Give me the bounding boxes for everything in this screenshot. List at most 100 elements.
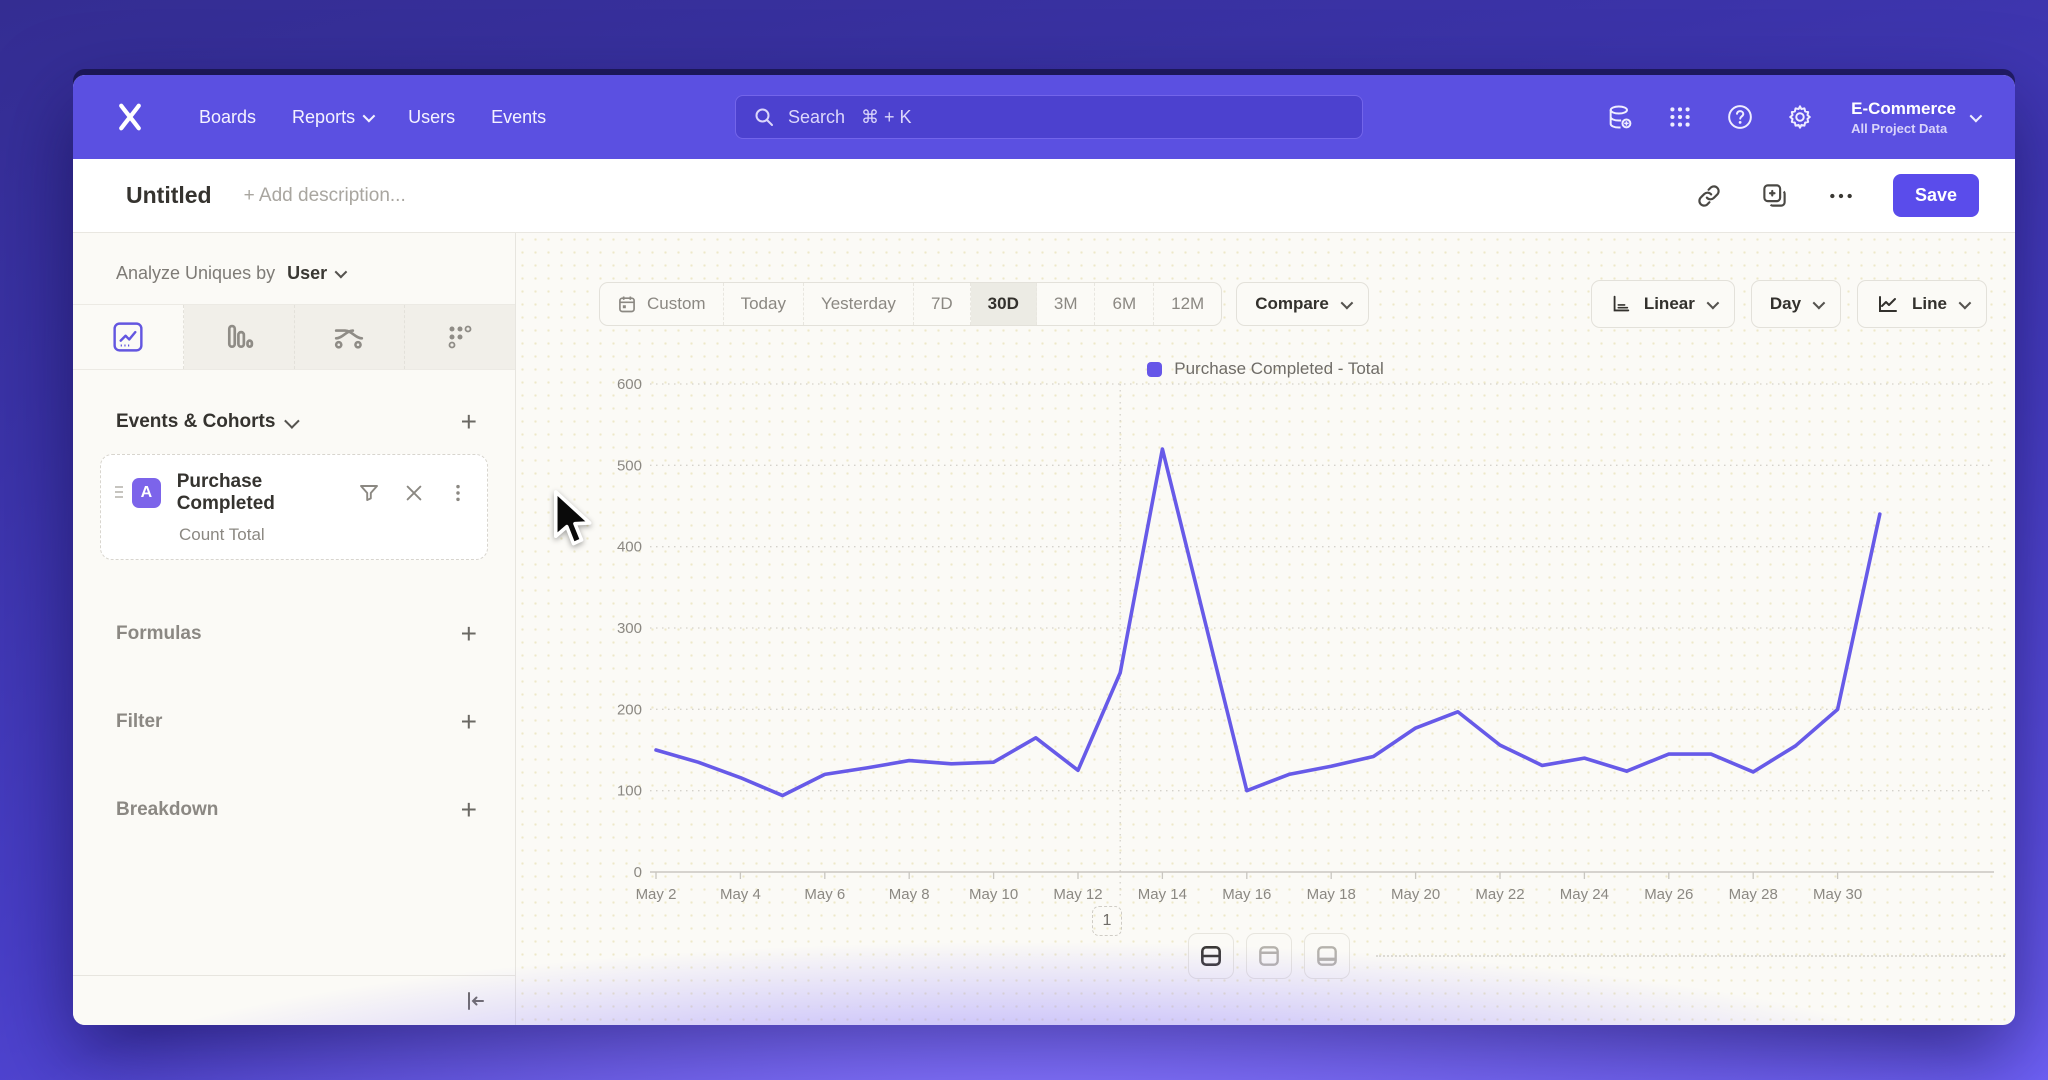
svg-text:600: 600 xyxy=(617,376,642,393)
section-label: Formulas xyxy=(116,623,202,644)
project-name: E-Commerce xyxy=(1851,98,1956,118)
svg-text:May 22: May 22 xyxy=(1475,886,1524,903)
add-formulas-button[interactable]: + xyxy=(460,618,477,649)
svg-text:400: 400 xyxy=(617,539,642,556)
data-management-icon[interactable] xyxy=(1605,102,1635,132)
funnels-icon xyxy=(227,324,253,349)
chart-type-dropdown[interactable]: Line xyxy=(1857,280,1987,328)
svg-text:May 26: May 26 xyxy=(1644,886,1693,903)
svg-text:100: 100 xyxy=(617,783,642,800)
layout-toggle-group xyxy=(1188,933,1350,979)
insights-icon xyxy=(113,322,143,352)
add-breakdown-button[interactable]: + xyxy=(460,794,477,825)
copy-link-icon[interactable] xyxy=(1695,182,1723,210)
calendar-icon xyxy=(619,296,635,313)
range-7d[interactable]: 7D xyxy=(914,283,971,325)
duplicate-icon[interactable] xyxy=(1761,182,1789,210)
range-12m[interactable]: 12M xyxy=(1171,294,1205,313)
range-3m[interactable]: 3M xyxy=(1037,283,1096,325)
svg-text:200: 200 xyxy=(617,701,642,718)
range-custom[interactable]: Custom xyxy=(600,283,724,325)
project-subtitle: All Project Data xyxy=(1851,120,1948,136)
nav-items: Boards Reports Users Events xyxy=(199,107,546,128)
event-letter-badge: A xyxy=(132,478,161,508)
tab-funnels[interactable] xyxy=(184,305,295,369)
sidebar-sections: Formulas + Filter + Breakdown + xyxy=(73,620,515,824)
add-filter-button[interactable]: + xyxy=(460,706,477,737)
nav-item-users[interactable]: Users xyxy=(408,106,456,127)
save-button[interactable]: Save xyxy=(1892,174,1979,217)
nav-item-reports[interactable]: Reports xyxy=(292,107,376,128)
analyze-label: Analyze Uniques by xyxy=(116,263,276,283)
tab-insights[interactable] xyxy=(73,305,184,369)
add-description[interactable]: + Add description... xyxy=(243,184,406,206)
chart-panel: Custom Today Yesterday 7D 30D 3M 6M 12M Compare… xyxy=(516,233,2015,1025)
layout-bottom-icon xyxy=(1317,946,1337,966)
range-30d[interactable]: 30D xyxy=(970,283,1037,325)
filter-icon[interactable] xyxy=(357,481,381,505)
analyze-value[interactable]: User xyxy=(287,263,328,283)
flows-icon xyxy=(335,329,364,349)
date-range-selector: Custom Today Yesterday 7D 30D 3M 6M 12M xyxy=(599,282,1223,326)
layout-top-icon xyxy=(1259,946,1279,966)
top-navbar: Boards Reports Users Events Search ⌘ + K xyxy=(73,75,2015,159)
search-shortcut: ⌘ + K xyxy=(861,106,912,127)
apps-grid-icon[interactable] xyxy=(1665,102,1695,132)
svg-text:May 30: May 30 xyxy=(1813,886,1862,903)
chart-toolbar: Custom Today Yesterday 7D 30D 3M 6M 12M Compare… xyxy=(516,280,2015,328)
svg-text:May 28: May 28 xyxy=(1729,886,1778,903)
svg-text:May 14: May 14 xyxy=(1138,886,1187,903)
legend-label: Purchase Completed - Total xyxy=(1174,359,1384,378)
search-icon xyxy=(755,108,773,126)
layout-split-button[interactable] xyxy=(1188,933,1234,979)
section-label: Filter xyxy=(116,711,163,732)
panel-resize-divider[interactable] xyxy=(1376,955,2005,957)
help-icon[interactable] xyxy=(1725,102,1755,132)
interval-dropdown[interactable]: Day xyxy=(1750,280,1842,328)
range-today[interactable]: Today xyxy=(724,283,804,325)
svg-text:May 10: May 10 xyxy=(969,886,1018,903)
range-6m[interactable]: 6M xyxy=(1095,283,1155,325)
sidebar-footer xyxy=(73,975,515,1025)
kebab-menu-icon[interactable] xyxy=(447,482,469,504)
svg-text:May 4: May 4 xyxy=(720,886,761,903)
svg-text:May 16: May 16 xyxy=(1222,886,1271,903)
layout-top-button[interactable] xyxy=(1246,933,1292,979)
event-card[interactable]: A Purchase Completed Count Total xyxy=(100,454,488,560)
remove-event-icon[interactable] xyxy=(403,482,425,504)
event-name[interactable]: Purchase Completed xyxy=(176,471,275,514)
settings-gear-icon[interactable] xyxy=(1785,102,1815,132)
svg-text:May 24: May 24 xyxy=(1560,886,1609,903)
project-selector[interactable]: E-Commerce All Project Data xyxy=(1851,98,1983,136)
svg-text:May 12: May 12 xyxy=(1053,886,1102,903)
collapse-sidebar-icon[interactable] xyxy=(463,989,487,1013)
events-cohorts-header[interactable]: Events & Cohorts xyxy=(116,411,301,433)
tab-retention[interactable] xyxy=(405,305,515,369)
scale-dropdown[interactable]: Linear xyxy=(1590,280,1735,328)
drag-handle-icon[interactable] xyxy=(113,483,132,504)
tab-flows[interactable] xyxy=(295,305,406,369)
report-title[interactable]: Untitled xyxy=(126,182,212,208)
query-sidebar: Analyze Uniques by User xyxy=(73,233,516,1025)
range-yesterday[interactable]: Yesterday xyxy=(804,283,914,325)
svg-text:May 8: May 8 xyxy=(889,886,930,903)
more-options-icon[interactable] xyxy=(1827,182,1855,210)
search-input[interactable]: Search ⌘ + K xyxy=(735,95,1363,139)
linear-axis-icon xyxy=(1613,295,1630,312)
svg-text:May 6: May 6 xyxy=(804,886,845,903)
event-metric[interactable]: Count Total xyxy=(179,525,265,544)
sidebar-section-breakdown: Breakdown + xyxy=(73,796,515,824)
nav-item-events[interactable]: Events xyxy=(491,106,547,127)
pagination-badge[interactable]: 1 xyxy=(1092,906,1122,936)
svg-text:0: 0 xyxy=(634,864,642,881)
chart-svg[interactable]: 0 100 200 300 400 500 600 May 2 May 4 May 6 May 8 M… xyxy=(516,233,2015,1025)
app-window: Boards Reports Users Events Search ⌘ + K xyxy=(73,75,2015,1025)
add-event-button[interactable]: + xyxy=(460,406,477,437)
layout-split-icon xyxy=(1201,946,1221,966)
layout-bottom-button[interactable] xyxy=(1304,933,1350,979)
nav-item-boards[interactable]: Boards xyxy=(199,106,257,127)
compare-button[interactable]: Compare xyxy=(1236,282,1369,326)
chart-legend[interactable]: Purchase Completed - Total xyxy=(516,359,2015,379)
section-label: Breakdown xyxy=(116,799,219,820)
mixpanel-logo-icon[interactable] xyxy=(113,100,147,134)
